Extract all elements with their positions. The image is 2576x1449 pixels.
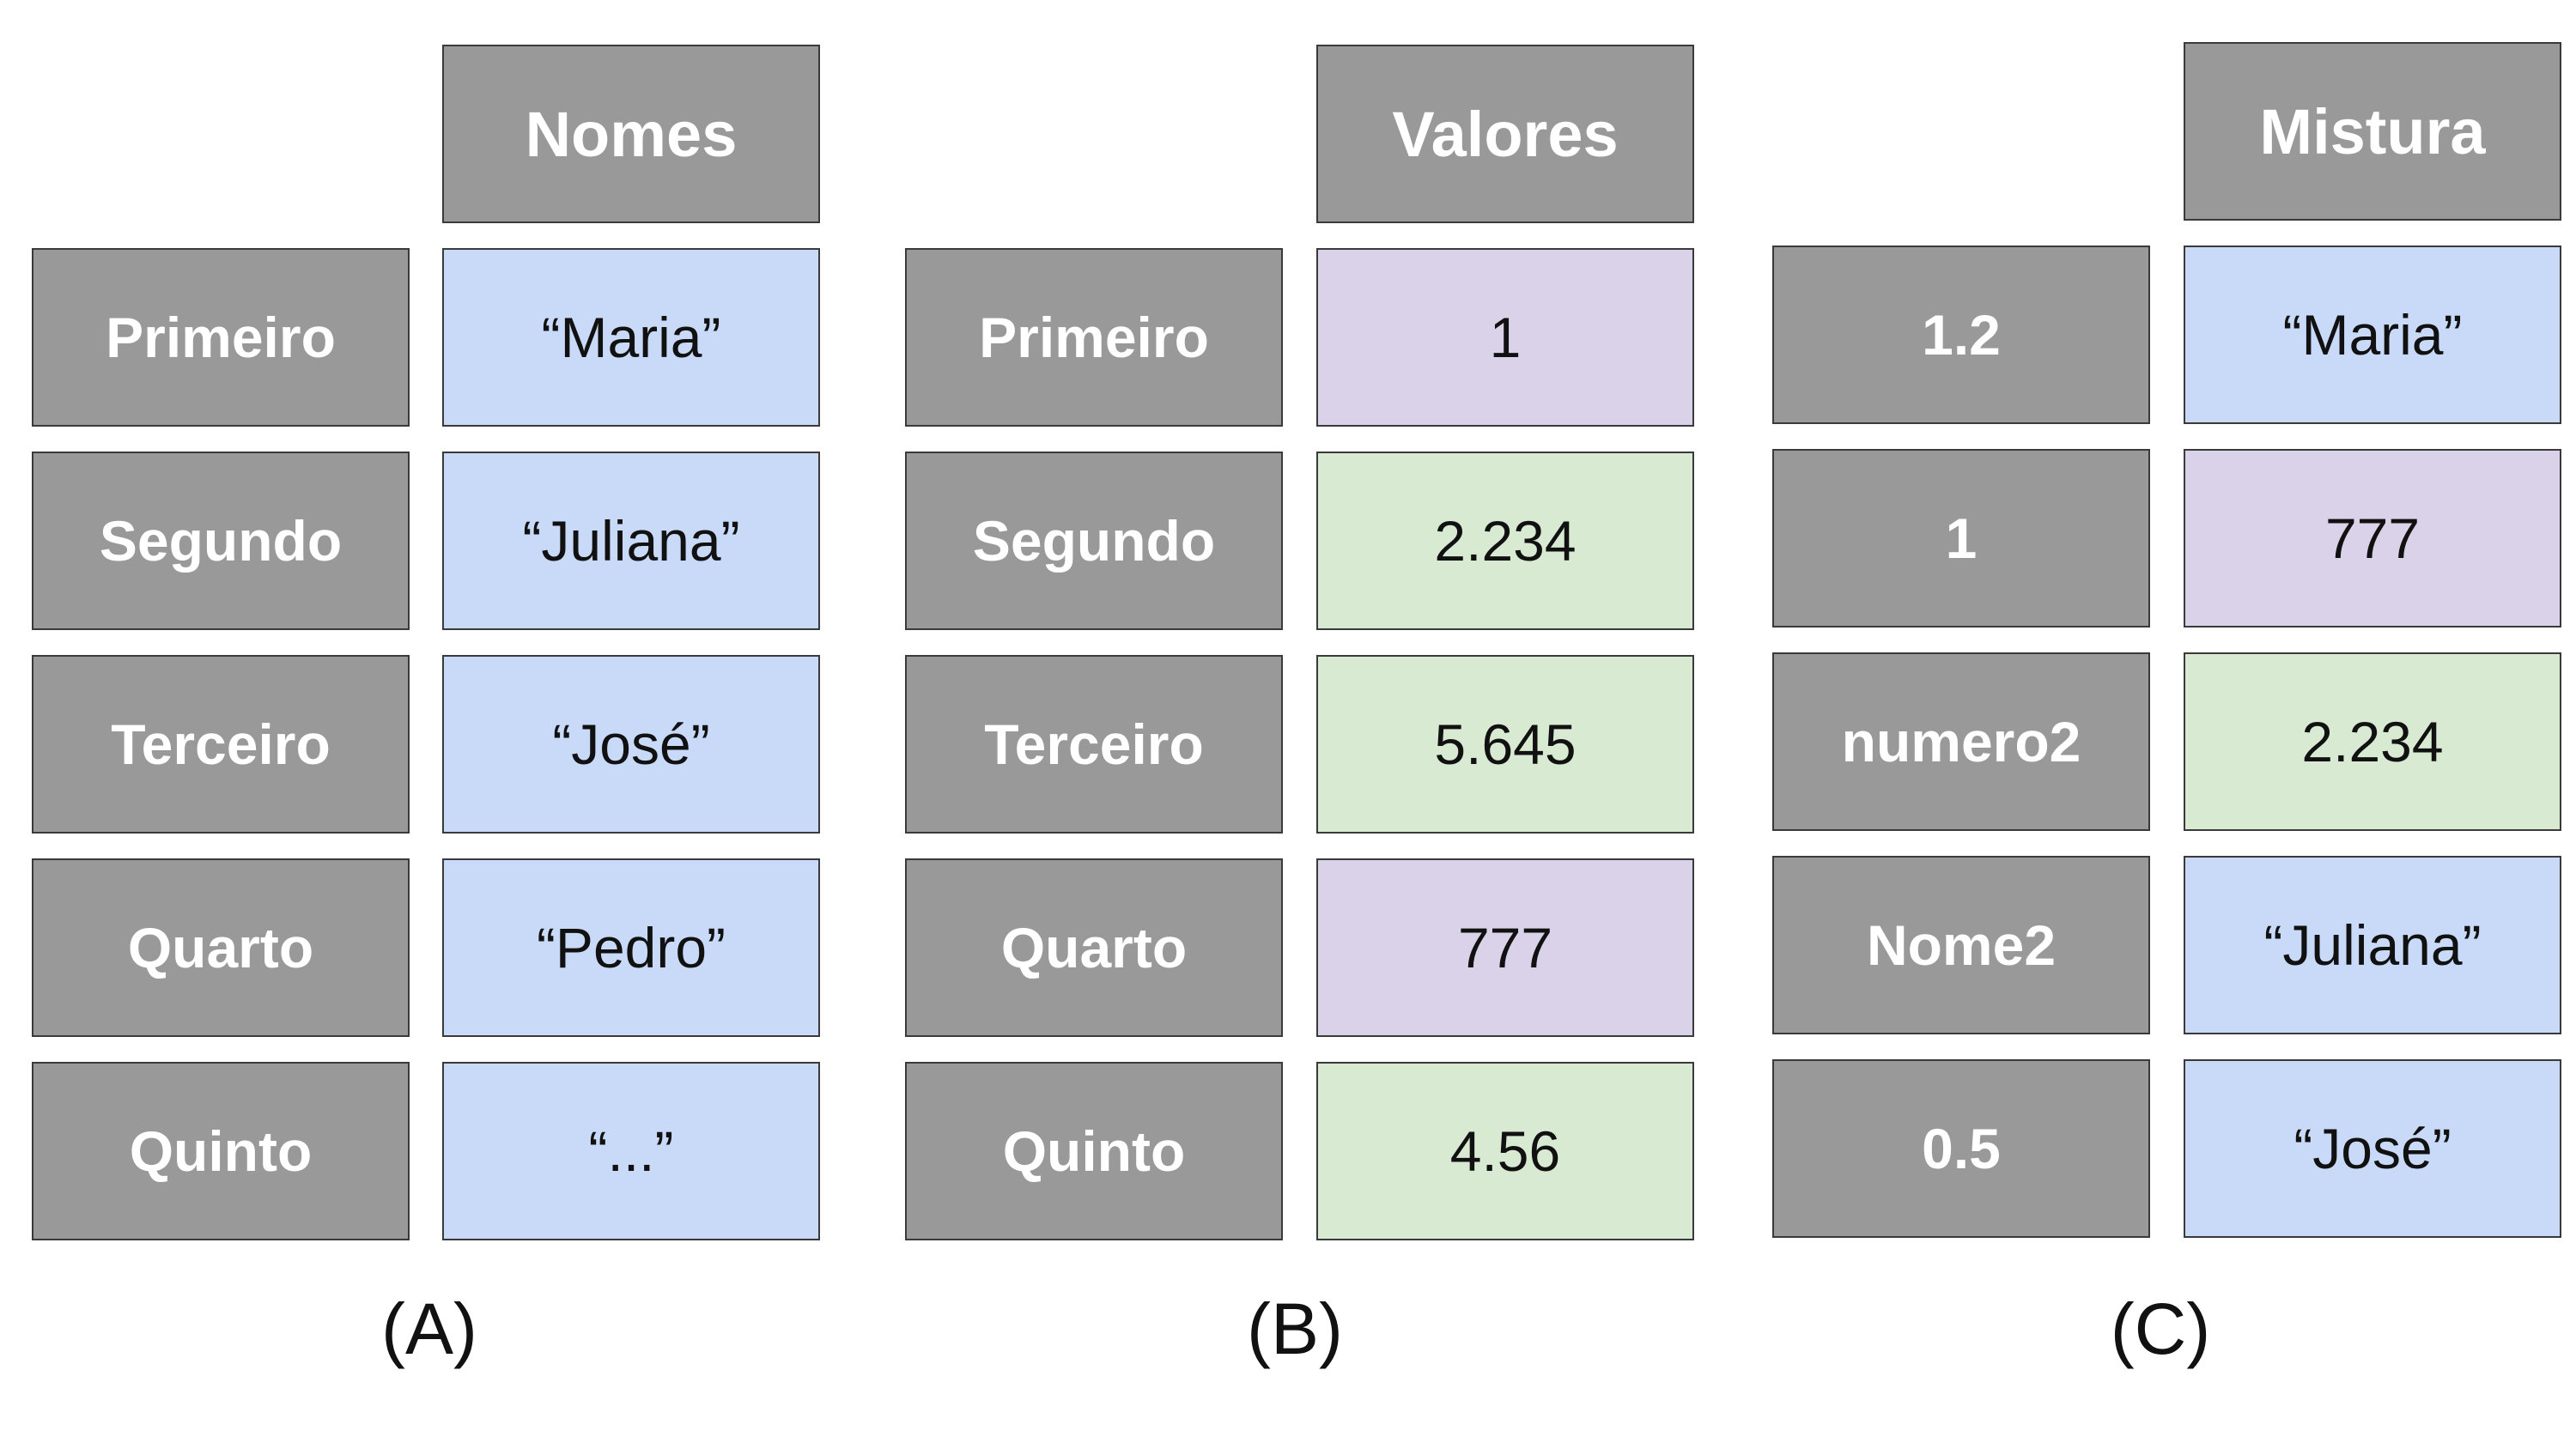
index-cell: Quarto bbox=[32, 858, 410, 1037]
value-cell: “Juliana” bbox=[2184, 856, 2561, 1034]
value-cell: 777 bbox=[1316, 858, 1694, 1037]
panel-caption: (B) bbox=[1247, 1288, 1343, 1369]
value-cell: “Maria” bbox=[2184, 246, 2561, 424]
value-cell: “Juliana” bbox=[442, 452, 820, 630]
value-cell: 1 bbox=[1316, 248, 1694, 427]
index-cell: 1.2 bbox=[1772, 246, 2150, 424]
panel-caption: (C) bbox=[2110, 1288, 2211, 1369]
index-cell: Terceiro bbox=[905, 655, 1283, 834]
series-header: Valores bbox=[1316, 45, 1694, 223]
index-cell: Segundo bbox=[905, 452, 1283, 630]
index-cell: Primeiro bbox=[905, 248, 1283, 427]
value-cell: 5.645 bbox=[1316, 655, 1694, 834]
value-cell: “José” bbox=[2184, 1059, 2561, 1238]
index-cell: 1 bbox=[1772, 449, 2150, 627]
index-cell: Quarto bbox=[905, 858, 1283, 1037]
value-cell: 777 bbox=[2184, 449, 2561, 627]
index-cell: Nome2 bbox=[1772, 856, 2150, 1034]
series-header: Mistura bbox=[2184, 42, 2561, 221]
value-cell: 4.56 bbox=[1316, 1062, 1694, 1240]
index-cell: Primeiro bbox=[32, 248, 410, 427]
index-cell: Quinto bbox=[32, 1062, 410, 1240]
index-cell: Quinto bbox=[905, 1062, 1283, 1240]
series-header: Nomes bbox=[442, 45, 820, 223]
value-cell: 2.234 bbox=[2184, 652, 2561, 831]
value-cell: “José” bbox=[442, 655, 820, 834]
index-cell: numero2 bbox=[1772, 652, 2150, 831]
panel-caption: (A) bbox=[381, 1288, 477, 1369]
index-cell: 0.5 bbox=[1772, 1059, 2150, 1238]
value-cell: “...” bbox=[442, 1062, 820, 1240]
index-cell: Segundo bbox=[32, 452, 410, 630]
value-cell: “Pedro” bbox=[442, 858, 820, 1037]
value-cell: 2.234 bbox=[1316, 452, 1694, 630]
index-cell: Terceiro bbox=[32, 655, 410, 834]
value-cell: “Maria” bbox=[442, 248, 820, 427]
